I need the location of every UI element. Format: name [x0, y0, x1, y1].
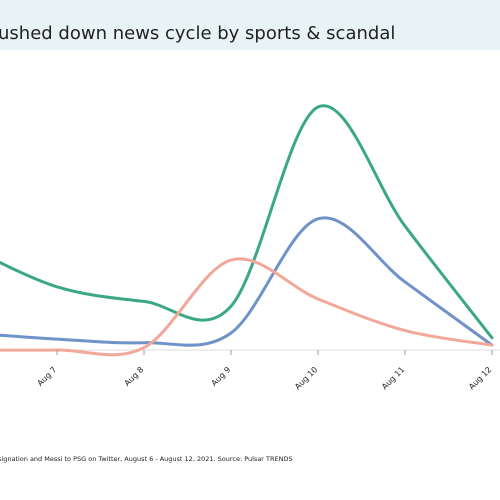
x-tick-label: Aug 10 — [293, 365, 319, 391]
series-line — [0, 257, 494, 357]
series-line — [0, 216, 494, 347]
title-band — [0, 0, 500, 50]
x-tick-label: Aug 9 — [210, 365, 233, 388]
x-tick-label: Aug 8 — [123, 365, 146, 388]
chart-title: ushed down news cycle by sports & scanda… — [0, 23, 395, 44]
x-tick-label: Aug 12 — [467, 365, 493, 391]
caption: signation and Messi to PSG on Twitter, A… — [0, 455, 293, 463]
x-tick-label: Aug 11 — [380, 365, 406, 391]
series-line — [0, 104, 494, 340]
x-tick-label: Aug 7 — [36, 365, 59, 388]
plot — [0, 104, 494, 357]
